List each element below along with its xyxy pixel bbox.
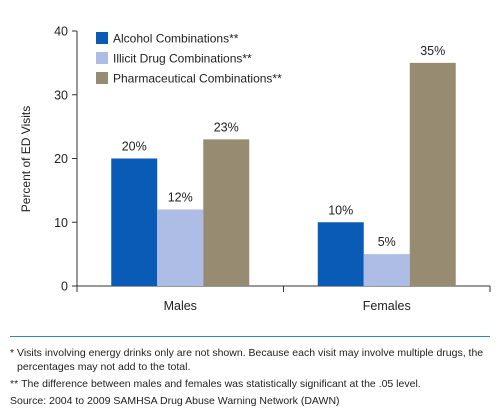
data-label: 5% [378, 235, 396, 249]
x-tick-label: Females [363, 299, 411, 313]
legend-swatch [96, 32, 108, 44]
x-axis: Males Females [76, 285, 491, 313]
data-label: 10% [328, 203, 353, 217]
bar [203, 139, 250, 286]
y-tick-label: 0 [61, 280, 68, 294]
y-tick-label: 30 [54, 88, 68, 102]
legend-label: Pharmaceutical Combinations** [113, 72, 282, 86]
data-label: 23% [214, 120, 239, 134]
bar [111, 158, 158, 286]
footnote-mark: * [10, 347, 18, 359]
bar [409, 62, 456, 286]
data-label: 12% [168, 191, 193, 205]
data-label: 35% [420, 44, 445, 58]
footnote-mark: ** [10, 378, 22, 390]
footnote-single-asterisk: * Visits involving energy drinks only ar… [10, 346, 492, 374]
footnotes: * Visits involving energy drinks only ar… [10, 346, 492, 408]
legend-swatch [96, 72, 108, 84]
bar [317, 222, 364, 286]
source-note: Source: 2004 to 2009 SAMHSA Drug Abuse W… [10, 395, 340, 407]
y-tick-label: 20 [54, 152, 68, 166]
legend-swatch [96, 52, 108, 64]
y-tick-label: 40 [54, 25, 68, 39]
legend-label: Illicit Drug Combinations** [113, 52, 252, 66]
footnote-double-asterisk: ** The difference between males and fema… [10, 377, 492, 391]
y-axis-label: Percent of ED Visits [19, 106, 33, 213]
bar [157, 209, 204, 286]
x-tick-label: Males [164, 299, 197, 313]
data-label: 20% [122, 140, 147, 154]
footnote-text: The difference between males and females… [21, 378, 421, 390]
footnote-text: Visits involving energy drinks only are … [17, 347, 484, 373]
bars: 20% 12% 23% 10% 5% 35% [111, 44, 456, 286]
bar [363, 254, 410, 286]
divider [10, 336, 490, 337]
legend-label: Alcohol Combinations** [113, 32, 239, 46]
bar-chart: 0 10 20 30 40 Males Females 20% 12% 23% 10% 5% 35%… [19, 25, 491, 313]
y-tick-label: 10 [54, 216, 68, 230]
legend: Alcohol Combinations** Illicit Drug Combi… [96, 32, 282, 86]
y-axis: 0 10 20 30 40 [54, 25, 78, 294]
